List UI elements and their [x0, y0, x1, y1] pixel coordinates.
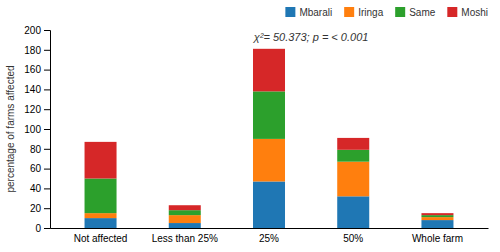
x-tick-label: Whole farm: [412, 233, 463, 244]
y-tick: 140: [24, 84, 50, 95]
y-tick-label: 120: [24, 104, 41, 115]
annotation: χ²= 50.373; p = < 0.001: [253, 31, 369, 43]
y-tick-label: 0: [35, 223, 41, 234]
y-tick-mark: [44, 188, 50, 189]
y-tick-label: 60: [30, 163, 42, 174]
bar-segment: [421, 213, 453, 215]
bar-segment: [85, 179, 117, 214]
y-tick-label: 200: [24, 25, 41, 36]
y-tick: 120: [24, 104, 50, 115]
bar-segment: [85, 218, 117, 228]
bar-segment: [253, 139, 285, 182]
bar-segment: [85, 142, 117, 179]
y-tick-mark: [44, 30, 50, 31]
y-tick-label: 20: [30, 203, 42, 214]
legend-label: Moshi: [461, 7, 488, 18]
bar-series: [85, 91, 454, 217]
bar-segment: [421, 220, 453, 228]
y-tick: 20: [30, 203, 50, 214]
y-tick-mark: [44, 149, 50, 150]
y-tick-mark: [44, 169, 50, 170]
legend-label: Mbarali: [299, 7, 332, 18]
bar-segment: [169, 215, 201, 223]
x-tick: 50%: [343, 233, 363, 244]
y-tick-label: 40: [30, 183, 42, 194]
y-tick-label: 160: [24, 64, 41, 75]
y-tick: 40: [30, 183, 50, 194]
bars: [85, 49, 454, 228]
y-axis-line: [44, 31, 51, 229]
y-tick: 160: [24, 64, 50, 75]
bar-series: [85, 139, 454, 223]
x-tick-label: Not affected: [74, 233, 128, 244]
y-tick-mark: [44, 228, 50, 229]
y-tick-mark: [44, 109, 50, 110]
legend: Mbarali Iringa Same Moshi: [285, 7, 488, 18]
y-axis: 0 20 40 60 80 100 120 140 160 180 200: [24, 25, 50, 234]
legend-swatch: [285, 7, 295, 17]
y-tick-mark: [44, 70, 50, 71]
x-tick-label: 50%: [343, 233, 363, 244]
bar-series: [85, 181, 454, 228]
y-tick: 100: [24, 124, 50, 135]
legend-swatch: [344, 7, 354, 17]
x-tick: Not affected: [74, 233, 128, 244]
bar-segment: [169, 223, 201, 228]
legend-item: Iringa: [344, 7, 383, 18]
legend-swatch: [395, 7, 405, 17]
legend-label: Iringa: [358, 7, 383, 18]
x-tick: Less than 25%: [152, 233, 218, 244]
bar-segment: [85, 213, 117, 218]
y-tick-mark: [44, 208, 50, 209]
y-tick-mark: [44, 50, 50, 51]
bar-segment: [337, 150, 369, 162]
y-tick: 0: [35, 223, 50, 234]
y-tick-mark: [44, 129, 50, 130]
bar-segment: [253, 181, 285, 228]
y-tick: 200: [24, 25, 50, 36]
legend-swatch: [447, 7, 457, 17]
bar-segment: [253, 49, 285, 92]
bar-segment: [337, 162, 369, 197]
x-tick-label: 25%: [259, 233, 279, 244]
plot: 0 20 40 60 80 100 120 140 160 180 200 Not affected L…: [5, 25, 489, 244]
x-axis: Not affected Less than 25% 25% 50% Whole far…: [51, 229, 489, 245]
legend-item: Moshi: [447, 7, 488, 18]
y-tick: 180: [24, 45, 50, 56]
legend-item: Same: [395, 7, 436, 18]
x-tick: 25%: [259, 233, 279, 244]
y-tick-mark: [44, 89, 50, 90]
y-tick: 60: [30, 163, 50, 174]
x-tick-label: Less than 25%: [152, 233, 218, 244]
x-tick: Whole farm: [412, 233, 463, 244]
x-axis-line: [51, 228, 489, 229]
bar-segment: [421, 215, 453, 217]
bar-segment: [169, 205, 201, 210]
y-tick-label: 140: [24, 84, 41, 95]
legend-label: Same: [409, 7, 436, 18]
y-axis-title: percentage of farms affected: [5, 65, 16, 192]
bar-segment: [337, 196, 369, 228]
bar-series: [85, 49, 454, 215]
y-tick: 80: [30, 144, 50, 155]
bar-segment: [337, 138, 369, 150]
y-tick-label: 100: [24, 124, 41, 135]
y-tick-label: 180: [24, 45, 41, 56]
chart: 0 20 40 60 80 100 120 140 160 180 200 Not affected L…: [0, 0, 500, 252]
bar-segment: [169, 210, 201, 215]
y-tick-label: 80: [30, 144, 42, 155]
bar-segment: [253, 91, 285, 139]
legend-item: Mbarali: [285, 7, 332, 18]
bar-segment: [421, 217, 453, 220]
